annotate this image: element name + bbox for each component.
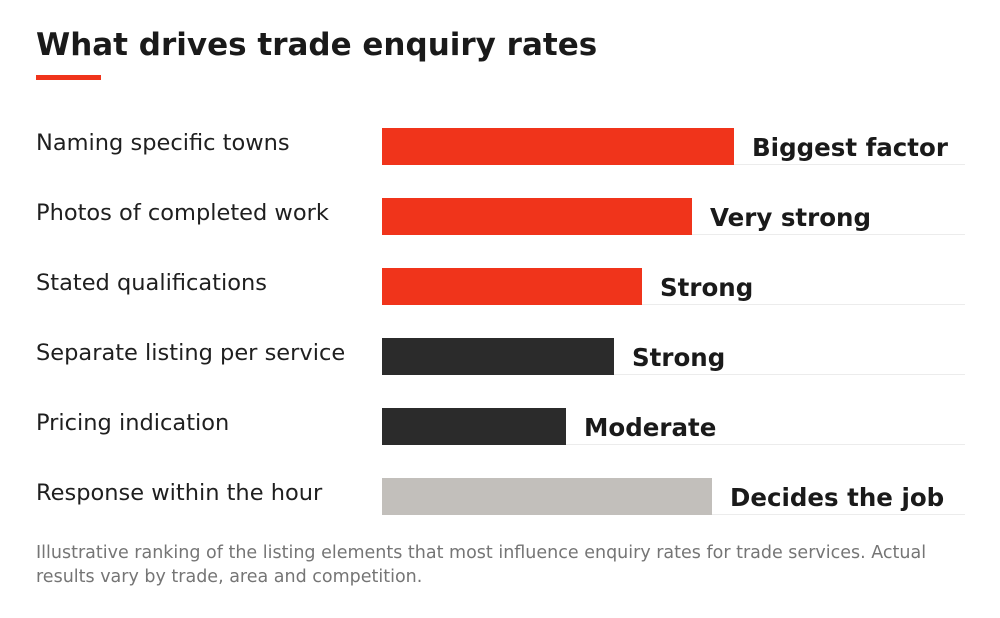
bar-value-label: Strong bbox=[632, 343, 725, 372]
bar-value-label: Biggest factor bbox=[752, 133, 949, 162]
title-underline bbox=[36, 75, 101, 80]
category-label: Naming specific towns bbox=[36, 130, 290, 156]
category-label: Pricing indication bbox=[36, 410, 229, 436]
bar-value-label: Strong bbox=[660, 273, 753, 302]
bar-value-label: Moderate bbox=[584, 413, 716, 442]
bar bbox=[382, 478, 712, 515]
category-label: Separate listing per service bbox=[36, 340, 345, 366]
category-label: Response within the hour bbox=[36, 480, 323, 506]
bar bbox=[382, 268, 642, 305]
bar-chart: Naming specific towns Biggest factor Photo… bbox=[36, 128, 965, 515]
bar-value-label: Very strong bbox=[710, 203, 871, 232]
chart-footnote: Illustrative ranking of the listing elem… bbox=[36, 543, 927, 587]
bar bbox=[382, 408, 566, 445]
bar-value-label: Decides the job bbox=[730, 483, 944, 512]
chart-title: What drives trade enquiry rates bbox=[36, 27, 598, 63]
category-label: Photos of completed work bbox=[36, 200, 329, 226]
bar bbox=[382, 128, 734, 165]
bar bbox=[382, 338, 614, 375]
bar bbox=[382, 198, 692, 235]
category-label: Stated qualifications bbox=[36, 270, 267, 296]
